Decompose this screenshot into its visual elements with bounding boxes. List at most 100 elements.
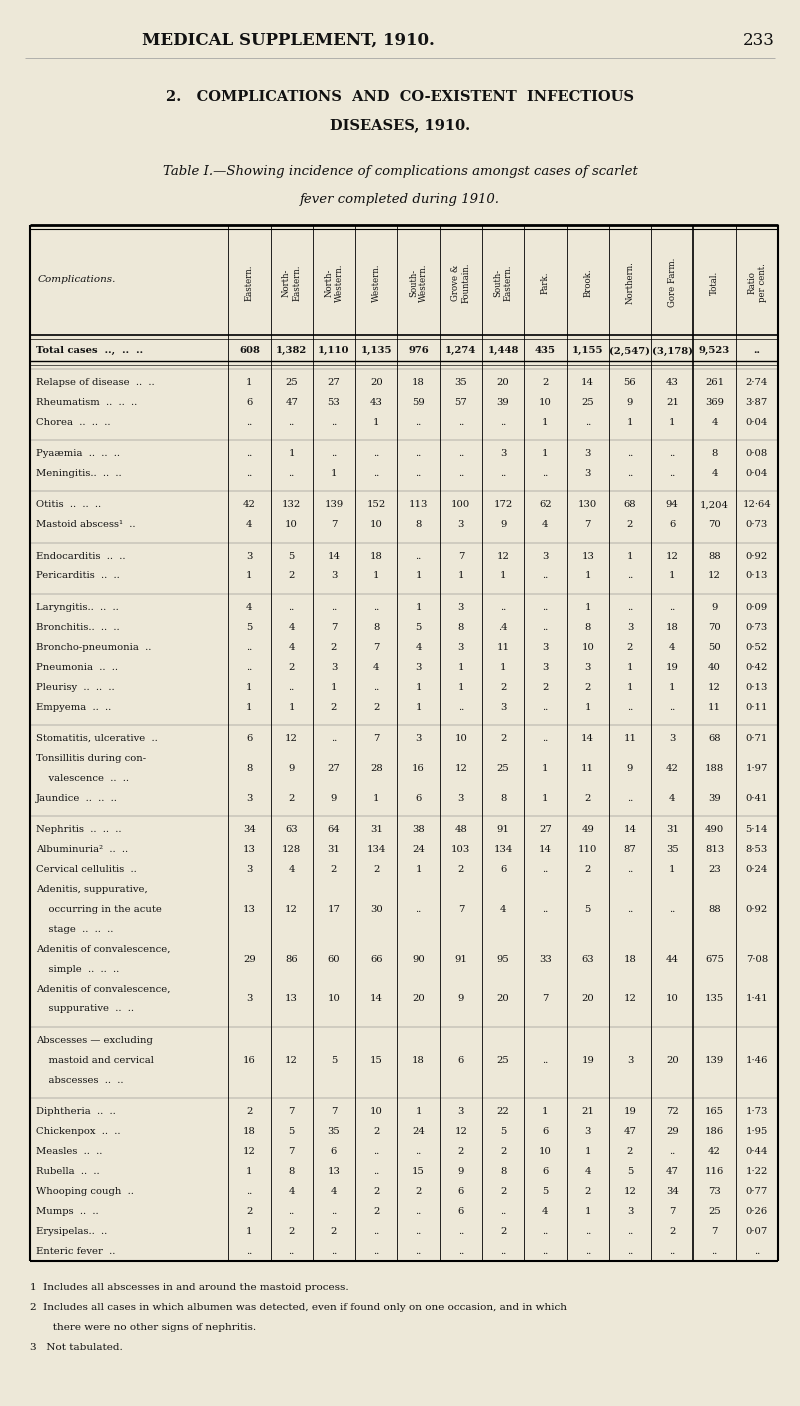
- Text: 2: 2: [330, 1226, 337, 1236]
- Text: 0·92: 0·92: [746, 904, 768, 914]
- Text: 12: 12: [454, 1126, 467, 1136]
- Text: 73: 73: [708, 1187, 721, 1195]
- Text: 0·73: 0·73: [746, 520, 768, 529]
- Text: 90: 90: [412, 955, 425, 963]
- Text: 0·24: 0·24: [746, 865, 768, 875]
- Text: 4: 4: [289, 865, 295, 875]
- Text: 13: 13: [243, 904, 256, 914]
- Text: 1: 1: [373, 418, 379, 426]
- Text: 1·22: 1·22: [746, 1167, 768, 1175]
- Text: 7: 7: [458, 904, 464, 914]
- Text: Meningitis..  ..  ..: Meningitis.. .. ..: [36, 470, 122, 478]
- Text: 88: 88: [708, 551, 721, 561]
- Text: 1: 1: [669, 865, 675, 875]
- Text: 9: 9: [711, 603, 718, 612]
- Text: 3·87: 3·87: [746, 398, 768, 406]
- Text: 35: 35: [327, 1126, 340, 1136]
- Text: Total cases  ..,  ..  ..: Total cases .., .. ..: [36, 346, 143, 356]
- Text: 2: 2: [542, 378, 549, 387]
- Text: ..: ..: [289, 1206, 294, 1216]
- Text: 435: 435: [535, 346, 556, 356]
- Text: 68: 68: [624, 501, 636, 509]
- Text: 1: 1: [669, 571, 675, 581]
- Text: ..: ..: [289, 1247, 294, 1256]
- Text: 2: 2: [373, 1187, 379, 1195]
- Text: Chorea  ..  ..  ..: Chorea .. .. ..: [36, 418, 110, 426]
- Text: ..: ..: [542, 623, 549, 631]
- Text: ..: ..: [246, 418, 253, 426]
- Text: 1: 1: [415, 703, 422, 711]
- Text: 1·97: 1·97: [746, 763, 768, 773]
- Text: 56: 56: [624, 378, 636, 387]
- Text: Table I.—Showing incidence of complications amongst cases of scarlet: Table I.—Showing incidence of complicati…: [162, 165, 638, 179]
- Text: 12: 12: [497, 551, 510, 561]
- Text: 3: 3: [585, 662, 591, 672]
- Text: stage  ..  ..  ..: stage .. .. ..: [36, 925, 114, 934]
- Text: 0·42: 0·42: [746, 662, 768, 672]
- Text: 6: 6: [669, 520, 675, 529]
- Text: ..: ..: [373, 470, 379, 478]
- Text: DISEASES, 1910.: DISEASES, 1910.: [330, 118, 470, 132]
- Text: 13: 13: [286, 994, 298, 1004]
- Text: Nephritis  ..  ..  ..: Nephritis .. .. ..: [36, 825, 122, 834]
- Text: 4: 4: [246, 603, 253, 612]
- Text: fever completed during 1910.: fever completed during 1910.: [300, 193, 500, 207]
- Text: 8: 8: [415, 520, 422, 529]
- Text: 3: 3: [458, 1107, 464, 1116]
- Text: Chickenpox  ..  ..: Chickenpox .. ..: [36, 1126, 121, 1136]
- Text: 23: 23: [708, 865, 721, 875]
- Text: 14: 14: [370, 994, 382, 1004]
- Text: ..: ..: [458, 1226, 464, 1236]
- Text: 87: 87: [624, 845, 636, 853]
- Text: 19: 19: [623, 1107, 637, 1116]
- Text: Diphtheria  ..  ..: Diphtheria .. ..: [36, 1107, 116, 1116]
- Text: Endocarditis  ..  ..: Endocarditis .. ..: [36, 551, 126, 561]
- Text: ..: ..: [542, 865, 549, 875]
- Text: 2: 2: [626, 643, 633, 652]
- Text: 62: 62: [539, 501, 552, 509]
- Text: suppurative  ..  ..: suppurative .. ..: [36, 1004, 134, 1014]
- Text: 3: 3: [669, 734, 675, 742]
- Text: 2: 2: [500, 1226, 506, 1236]
- Text: ..: ..: [542, 603, 549, 612]
- Text: 34: 34: [666, 1187, 678, 1195]
- Text: ..: ..: [754, 1247, 760, 1256]
- Text: 2·74: 2·74: [746, 378, 768, 387]
- Text: 1: 1: [585, 1206, 591, 1216]
- Text: 7: 7: [458, 551, 464, 561]
- Text: 1: 1: [415, 603, 422, 612]
- Text: 2: 2: [289, 571, 295, 581]
- Text: 0·92: 0·92: [746, 551, 768, 561]
- Text: 165: 165: [705, 1107, 724, 1116]
- Text: 675: 675: [705, 955, 724, 963]
- Text: Mumps  ..  ..: Mumps .. ..: [36, 1206, 98, 1216]
- Text: Pleurisy  ..  ..  ..: Pleurisy .. .. ..: [36, 682, 114, 692]
- Text: ..: ..: [415, 1226, 422, 1236]
- Text: ..: ..: [415, 1147, 422, 1156]
- Text: 2: 2: [626, 520, 633, 529]
- Text: 3: 3: [626, 1056, 633, 1064]
- Text: 91: 91: [497, 825, 510, 834]
- Text: 6: 6: [458, 1187, 464, 1195]
- Text: 1: 1: [415, 571, 422, 581]
- Text: Pericarditis  ..  ..: Pericarditis .. ..: [36, 571, 120, 581]
- Text: ..: ..: [458, 470, 464, 478]
- Text: 68: 68: [708, 734, 721, 742]
- Text: 57: 57: [454, 398, 467, 406]
- Text: 35: 35: [454, 378, 467, 387]
- Text: South-
Eastern.: South- Eastern.: [494, 264, 513, 301]
- Text: 1: 1: [289, 449, 295, 458]
- Text: 21: 21: [666, 398, 678, 406]
- Text: Measles  ..  ..: Measles .. ..: [36, 1147, 102, 1156]
- Text: 7: 7: [669, 1206, 675, 1216]
- Text: 0·08: 0·08: [746, 449, 768, 458]
- Text: 128: 128: [282, 845, 302, 853]
- Text: 2: 2: [330, 865, 337, 875]
- Text: 27: 27: [539, 825, 552, 834]
- Text: Brook.: Brook.: [583, 269, 592, 297]
- Text: 43: 43: [370, 398, 382, 406]
- Text: 1: 1: [626, 418, 634, 426]
- Text: 0·71: 0·71: [746, 734, 768, 742]
- Text: Total.: Total.: [710, 270, 719, 295]
- Text: 60: 60: [328, 955, 340, 963]
